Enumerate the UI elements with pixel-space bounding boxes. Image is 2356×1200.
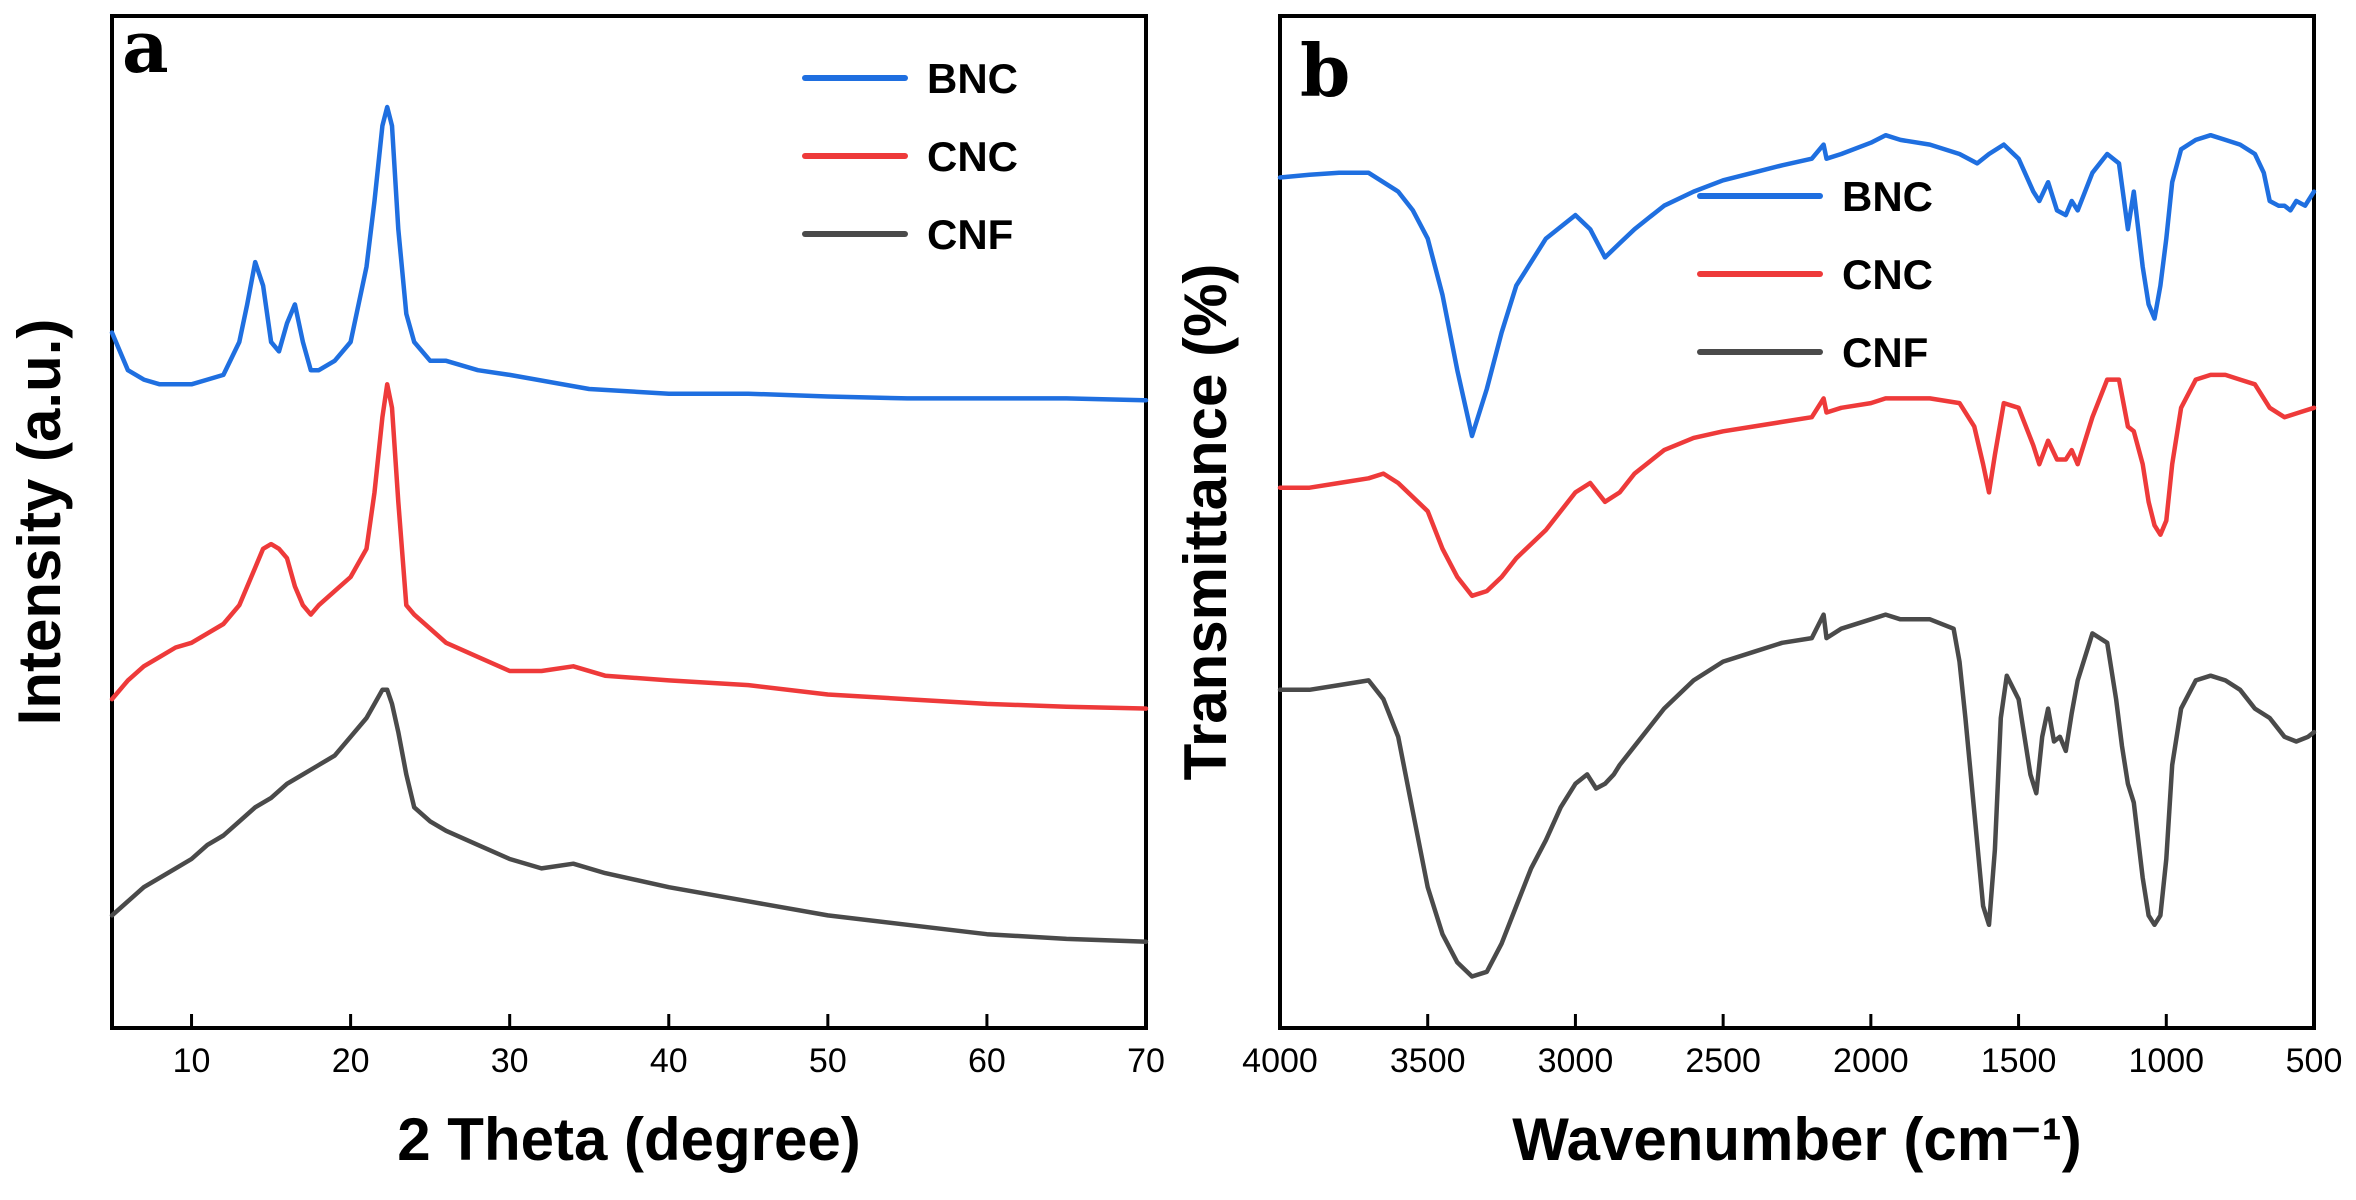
- panel-b-legend-label-cnc: CNC: [1842, 251, 1933, 298]
- panel-a-x-tick-label: 40: [650, 1042, 688, 1080]
- panel-a-x-tick-label: 70: [1127, 1042, 1165, 1080]
- panel-b-x-ticks: 4000 3500 3000 2500 2000 1500 1000 500: [1242, 1014, 2342, 1080]
- panel-a-legend-label-cnc: CNC: [927, 133, 1018, 180]
- panel-b-legend-label-bnc: BNC: [1842, 173, 1933, 220]
- panel-b-y-axis-title: Transmittance (%): [1172, 264, 1239, 781]
- panel-a-series-cnf: [109, 687, 1149, 944]
- panel-a-axes-frame: [110, 14, 1148, 1030]
- panel-b-x-tick-label: 1500: [1981, 1042, 2057, 1080]
- panel-a-legend: BNC CNC CNF: [802, 55, 1018, 258]
- panel-a-x-axis-title: 2 Theta (degree): [397, 1106, 860, 1173]
- panel-a-series-cnc: [109, 382, 1149, 711]
- panel-b-x-tick-label: 1000: [2128, 1042, 2204, 1080]
- panel-b-x-tick-label: 2500: [1685, 1042, 1761, 1080]
- panel-a-x-tick-label: 10: [173, 1042, 211, 1080]
- panel-b-series-bnc: [1277, 132, 2317, 439]
- panel-a-series-group: [109, 104, 1149, 944]
- panel-a-x-tick-label: 20: [332, 1042, 370, 1080]
- panel-b-series-cnf: [1277, 612, 2317, 979]
- panel-b-series-group: [1277, 132, 2317, 979]
- panel-b-x-tick-label: 3500: [1390, 1042, 1466, 1080]
- panel-b-label: b: [1300, 28, 1350, 113]
- panel-b-legend: BNC CNC CNF: [1697, 173, 1933, 376]
- panel-a-x-tick-label: 60: [968, 1042, 1006, 1080]
- panel-b-series-cnc: [1277, 372, 2317, 599]
- panel-a-legend-label-cnf: CNF: [927, 211, 1013, 258]
- panel-a-x-tick-label: 30: [491, 1042, 529, 1080]
- panel-b-x-tick-label: 2000: [1833, 1042, 1909, 1080]
- panel-a-series-bnc: [109, 104, 1149, 403]
- panel-a-legend-label-bnc: BNC: [927, 55, 1018, 102]
- panel-a-label: a: [122, 4, 169, 89]
- panel-b-ftir-chart: 4000 3500 3000 2500 2000 1500 1000 500 b Wavenu…: [1172, 14, 2342, 1173]
- panel-b-axes-frame: [1278, 14, 2316, 1030]
- panel-b-x-tick-label: 3000: [1538, 1042, 1614, 1080]
- panel-a-x-tick-label: 50: [809, 1042, 847, 1080]
- panel-a-x-ticks: 10 20 30 40 50 60 70: [173, 1014, 1165, 1080]
- panel-b-x-axis-title: Wavenumber (cm⁻¹): [1512, 1106, 2082, 1173]
- panel-a-y-axis-title: Intensity (a.u.): [6, 319, 73, 726]
- panel-b-x-tick-label: 4000: [1242, 1042, 1318, 1080]
- panel-b-x-tick-label: 500: [2286, 1042, 2343, 1080]
- panel-a-xrd-chart: 10 20 30 40 50 60 70 a 2 Theta (degree) Intens…: [6, 4, 1165, 1173]
- panel-b-legend-label-cnf: CNF: [1842, 329, 1928, 376]
